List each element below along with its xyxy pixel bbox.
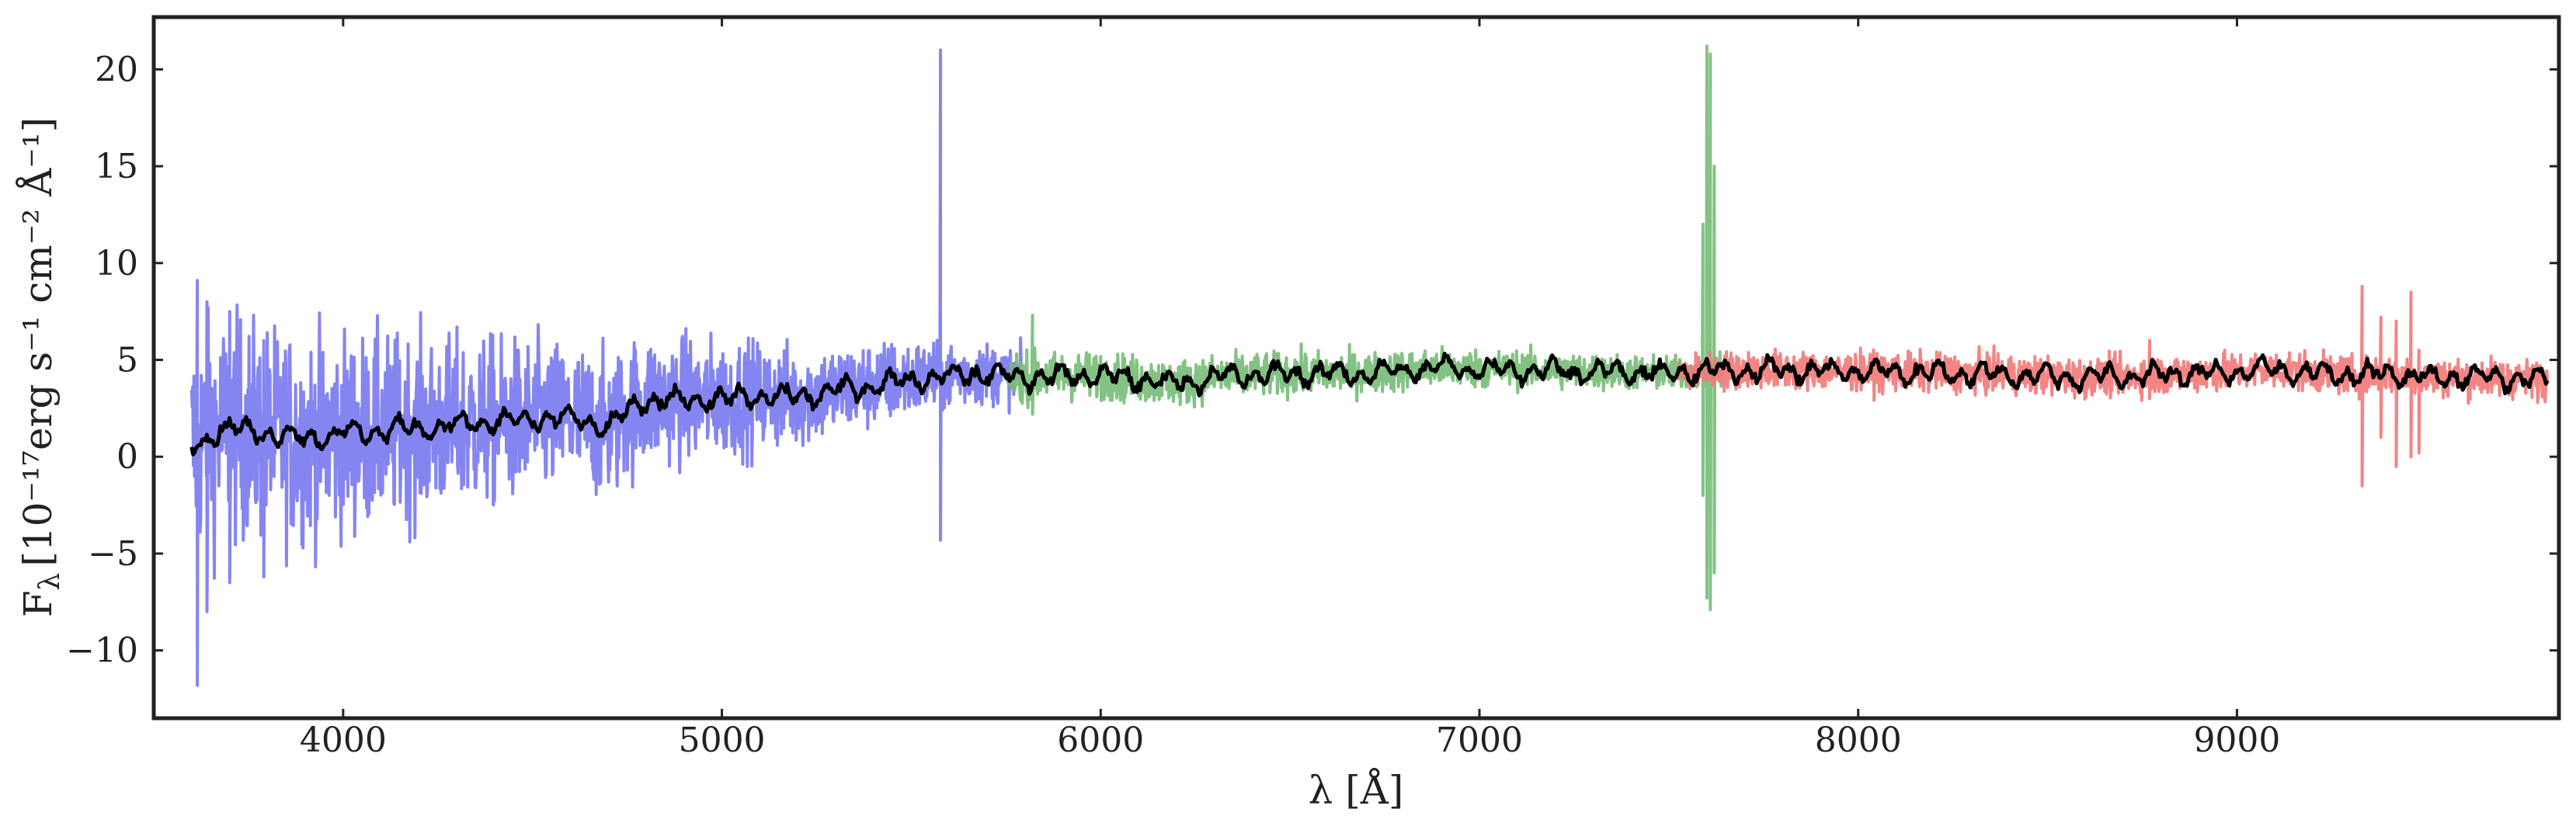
x-tick-label: 9000: [2193, 721, 2280, 760]
series-layer: [189, 44, 2550, 687]
y-tick-label: 10: [95, 244, 138, 283]
y-tick-label: 15: [95, 147, 138, 186]
y-ticks: −10 −5 0 5 10 15 20: [66, 50, 2559, 671]
y-tick-label: −5: [88, 534, 138, 574]
y-axis-label: Fλ[10⁻¹⁷erg s⁻¹ cm⁻² Å⁻¹]: [15, 117, 66, 617]
plot-frame: [151, 15, 2561, 721]
y-tick-label: 20: [95, 50, 138, 89]
spectrum-segment-line-3: [1674, 284, 2550, 488]
x-tick-label: 8000: [1815, 721, 1902, 760]
x-tick-label: 4000: [300, 721, 387, 760]
y-tick-label: −10: [66, 631, 138, 671]
y-tick-label: 0: [116, 437, 138, 477]
smoothed-spectrum-line: [189, 352, 2550, 457]
x-ticks: 4000 5000 6000 7000 8000 9000: [300, 17, 2280, 760]
y-tick-label: 5: [116, 341, 138, 380]
x-tick-label: 7000: [1436, 721, 1523, 760]
x-axis-label: λ [Å]: [1309, 767, 1404, 813]
x-tick-label: 5000: [679, 721, 766, 760]
x-tick-label: 6000: [1057, 721, 1144, 760]
